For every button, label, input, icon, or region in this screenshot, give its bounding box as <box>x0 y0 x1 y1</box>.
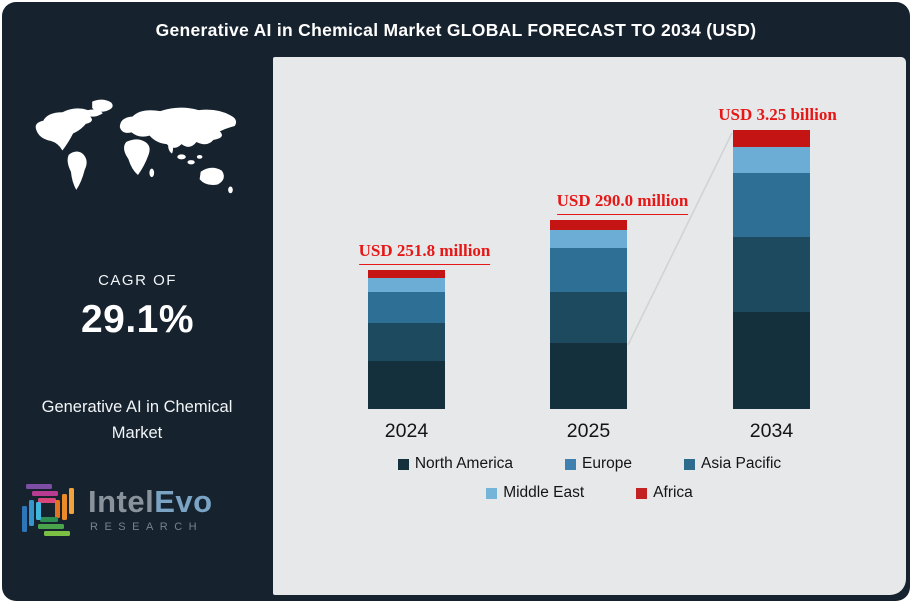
legend-swatch-north-america <box>397 458 409 470</box>
segment-europe-2034 <box>733 237 810 312</box>
value-label-2024: USD 251.8 million <box>358 240 491 265</box>
legend-item-middle-east: Middle East <box>486 484 584 502</box>
value-label-text: USD 251.8 million <box>358 240 491 260</box>
segment-middle-east-2025 <box>550 230 627 248</box>
segment-asia-pacific-2025 <box>550 248 627 292</box>
legend-item-asia-pacific: Asia Pacific <box>684 455 781 473</box>
segment-north-america-2034 <box>733 312 810 409</box>
world-map-icon <box>35 99 237 194</box>
legend-item-africa: Africa <box>636 484 693 502</box>
value-label-text: USD 290.0 million <box>556 190 689 210</box>
intelevo-logo-name: IntelEvo <box>88 484 213 519</box>
page-title: Generative AI in Chemical Market GLOBAL … <box>155 19 757 40</box>
market-name: Generative AI in Chemical Market <box>41 398 233 442</box>
segment-africa-2024 <box>368 270 445 278</box>
cagr-label: CAGR OF <box>98 272 177 289</box>
segment-europe-2025 <box>550 292 627 343</box>
bar-2034 <box>733 130 810 409</box>
legend-label: Middle East <box>503 484 585 501</box>
legend-item-north-america: North America <box>397 455 514 473</box>
value-label-text: USD 3.25 billion <box>718 105 837 124</box>
segment-middle-east-2034 <box>733 147 810 173</box>
x-axis-label-2025: 2025 <box>566 420 611 442</box>
intelevo-logo-text: IntelEvo RESEARCH <box>88 484 213 533</box>
legend-swatch-europe <box>565 458 577 470</box>
chart-panel: USD 251.8 million 2024 USD 290.0 million 20… <box>273 57 906 595</box>
segment-north-america-2025 <box>550 343 627 409</box>
segment-north-america-2024 <box>368 361 445 409</box>
segment-asia-pacific-2024 <box>368 292 445 323</box>
legend-swatch-middle-east <box>486 487 498 499</box>
legend-label: Africa <box>653 484 693 501</box>
segment-asia-pacific-2034 <box>733 173 810 237</box>
legend-label: North America <box>414 455 514 472</box>
logo-name-secondary: Evo <box>154 484 213 519</box>
segment-africa-2025 <box>550 220 627 230</box>
legend-swatch-africa <box>636 487 648 499</box>
segment-middle-east-2024 <box>368 278 445 292</box>
world-map-graphic <box>22 84 256 234</box>
trend-connector-line <box>627 132 733 346</box>
segment-europe-2024 <box>368 323 445 361</box>
value-label-2034: USD 3.25 billion <box>718 105 837 125</box>
legend-label: Asia Pacific <box>701 455 782 472</box>
segment-africa-2034 <box>733 130 810 147</box>
logo-name-primary: Intel <box>88 484 155 519</box>
x-axis-label-2034: 2034 <box>749 420 794 442</box>
x-axis-label-2024: 2024 <box>384 420 429 442</box>
legend-row: North America Europe Asia Pacific <box>397 455 781 473</box>
legend-item-europe: Europe <box>565 455 632 473</box>
value-label-underline <box>358 263 491 265</box>
bar-chart: USD 251.8 million 2024 USD 290.0 million 20… <box>273 57 906 595</box>
intelevo-logo-subtitle: RESEARCH <box>90 521 204 533</box>
bar-2025 <box>550 220 627 409</box>
intelevo-logo-icon <box>22 484 74 536</box>
intelevo-logo: IntelEvo RESEARCH <box>16 476 213 544</box>
legend-swatch-asia-pacific <box>684 458 696 470</box>
value-label-underline <box>556 213 689 215</box>
value-label-2025: USD 290.0 million <box>556 190 689 215</box>
legend-row: Middle East Africa <box>486 484 693 502</box>
cagr-value: 29.1% <box>80 298 195 341</box>
chart-legend: North America Europe Asia Pacific Middle Ea… <box>273 455 906 502</box>
bar-2024 <box>368 270 445 409</box>
legend-label: Europe <box>582 455 633 472</box>
